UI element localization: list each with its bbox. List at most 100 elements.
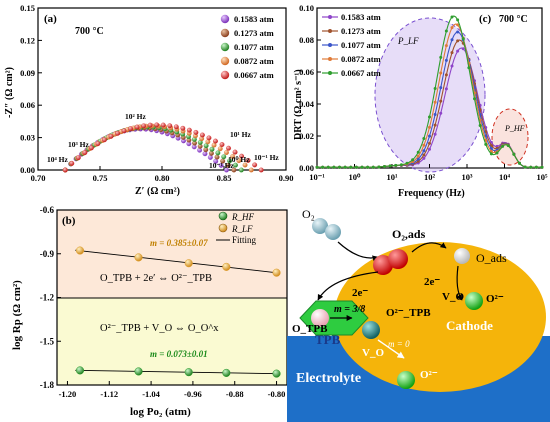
drt-point xyxy=(338,165,341,169)
panel-b-ticks: -1.20 -1.12 -1.04 -0.96 -0.88 -0.80 -0.6 -0.9 -1… xyxy=(40,205,286,399)
incorporation-arrow xyxy=(377,339,405,359)
rp-point xyxy=(134,253,143,262)
drt-point xyxy=(489,149,493,153)
cathode-body xyxy=(334,242,546,392)
drt-point xyxy=(416,157,420,161)
legend-label: 0.0667 atm xyxy=(234,70,274,80)
panel-b-ytick-label: -0.6 xyxy=(40,205,55,215)
dissociation-arrow xyxy=(411,242,447,253)
drt-point xyxy=(399,163,403,167)
freq-label-1e-1b: 10⁻¹ Hz xyxy=(254,153,279,162)
panel-c-xtick-label: 10² xyxy=(424,172,436,182)
panel-a-ytick-label: 0.09 xyxy=(20,68,35,78)
otpb-label: O_TPB xyxy=(292,323,328,335)
panel-c-ytick-label: 0.08 xyxy=(299,35,314,45)
nyquist-point xyxy=(206,135,212,141)
drt-point xyxy=(349,165,353,169)
legend-marker xyxy=(220,70,230,80)
nyquist-point xyxy=(95,141,101,147)
drt-point xyxy=(456,49,460,53)
rp-point xyxy=(272,369,281,378)
drt-point xyxy=(456,18,460,22)
panel-a-ytick-label: 0.06 xyxy=(20,100,35,110)
drt-point xyxy=(450,26,454,30)
panel-a-xlabel: Z′ (Ω cm²) xyxy=(135,186,180,197)
panel-c-ticks: 10⁻¹ 10⁰ 10¹ 10² 10³ 10⁴ 10⁵ 0.00 0.02 0.04 0.06 0.… xyxy=(299,3,548,182)
nyquist-point xyxy=(225,162,231,168)
drt-point xyxy=(321,165,325,169)
freq-label-1e1: 10¹ Hz xyxy=(230,130,251,139)
panel-b-region-top xyxy=(57,210,287,298)
panel-c-xtick-label: 10⁴ xyxy=(499,172,511,182)
lf-peak-ellipse xyxy=(374,17,486,173)
drt-point xyxy=(428,115,431,119)
freq-label-1e3: 10³ Hz xyxy=(68,140,89,149)
drt-point xyxy=(433,112,437,116)
o2minus-label-2: O²⁻ xyxy=(420,369,438,381)
o2tpb-label: O²⁻_TPB xyxy=(386,307,431,319)
panel-b-xtick-label: -1.04 xyxy=(142,389,160,399)
drt-point xyxy=(371,165,375,169)
diffusion-arrow xyxy=(317,271,379,301)
panel-b-legend: R_HF R_LF Fitting xyxy=(216,211,257,245)
drt-point xyxy=(461,47,465,51)
nyquist-point xyxy=(213,138,218,144)
drt-point xyxy=(489,147,493,151)
drt-point xyxy=(439,71,443,75)
nyquist-point xyxy=(236,158,242,164)
drt-point xyxy=(394,163,398,167)
drt-point xyxy=(422,149,426,153)
drt-point xyxy=(433,100,437,104)
panel-b-xtick-label: -0.80 xyxy=(268,389,286,399)
slope-0-label: m = 0 xyxy=(388,339,410,349)
panel-a-ytick-label: 0.12 xyxy=(20,35,35,45)
panel-b-ytick-label: -1.8 xyxy=(40,380,55,390)
slope-38-label: m = 3/8 xyxy=(334,304,365,315)
drt-point xyxy=(422,153,426,157)
drt-point xyxy=(377,165,381,169)
drt-point xyxy=(383,164,386,168)
panel-a-xtick-label: 0.75 xyxy=(93,173,108,183)
drt-point xyxy=(315,165,319,169)
drt-point xyxy=(450,51,454,55)
rp-point xyxy=(134,367,143,376)
panel-c-ytick-label: 0.06 xyxy=(299,67,314,77)
nyquist-point xyxy=(108,133,114,139)
reduction-arrow xyxy=(456,265,463,301)
drt-point xyxy=(366,165,370,169)
oads-label: O_ads xyxy=(476,251,507,265)
nyquist-point xyxy=(199,132,205,138)
drt-point xyxy=(439,111,443,115)
rp-point xyxy=(222,368,231,377)
panel-c-ytick-label: 0.02 xyxy=(299,131,314,141)
nyquist-point xyxy=(180,125,186,131)
drt-point xyxy=(326,165,330,169)
nyquist-point xyxy=(219,142,225,148)
panel-a-xtick-label: 0.80 xyxy=(155,173,170,183)
o2minus-atom-1 xyxy=(465,292,483,310)
nyquist-point xyxy=(134,124,140,130)
panel-a-label: (a) xyxy=(44,13,57,25)
drt-point xyxy=(444,58,448,62)
panel-c-ytick-label: 0.10 xyxy=(299,3,314,13)
panel-a-temperature: 700 °C xyxy=(75,26,104,37)
hf-peak-label: P_HF xyxy=(504,124,525,133)
legend-marker xyxy=(220,42,230,52)
o2minus-atom-2 xyxy=(397,371,415,389)
drt-point xyxy=(489,152,493,156)
drt-point xyxy=(428,125,431,129)
nyquist-point xyxy=(160,122,166,128)
drt-point xyxy=(433,132,437,136)
hf-peak-ellipse xyxy=(491,108,529,166)
o2minus-label-1: O²⁻ xyxy=(486,293,504,305)
nyquist-point xyxy=(62,167,68,173)
nyquist-point xyxy=(242,162,248,168)
drt-point xyxy=(444,29,448,33)
nyquist-point xyxy=(227,158,233,164)
panel-c-xtick-label: 10⁵ xyxy=(536,172,548,182)
legend-label: 0.1583 atm xyxy=(234,14,274,24)
o2ads-label: O₂,ads xyxy=(392,227,426,241)
panel-c-label: (c) xyxy=(479,13,492,25)
lf-peak-label: P_LF xyxy=(397,36,419,46)
